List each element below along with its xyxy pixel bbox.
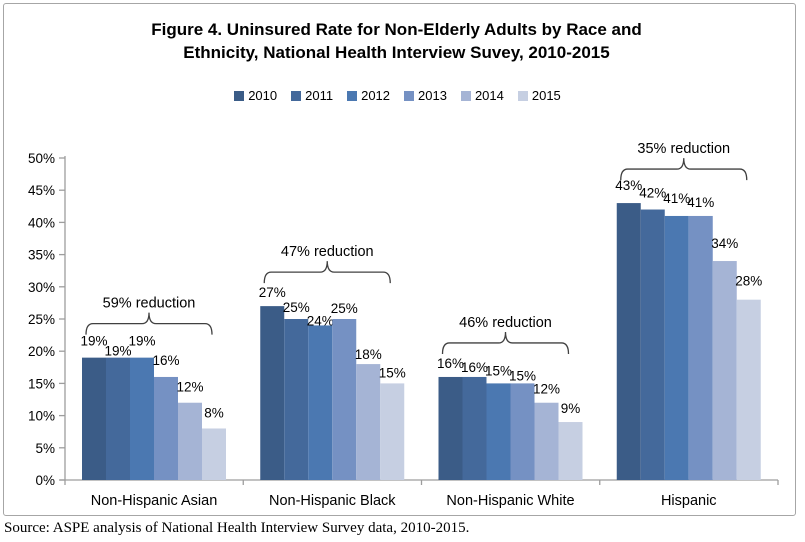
- y-tick-label-35-: 35%: [28, 248, 55, 263]
- legend-item-2011: 2011: [291, 88, 333, 103]
- legend-label-2010: 2010: [248, 88, 278, 103]
- legend-swatch-2015: [517, 90, 528, 101]
- reduction-brace-hispanic: [620, 158, 748, 181]
- y-tick-label-10-: 10%: [28, 409, 55, 424]
- bar-2015-non-hispanic-black: [380, 383, 405, 480]
- y-tick-label-25-: 25%: [28, 312, 55, 327]
- value-label-2014-non-hispanic-black: 18%: [355, 347, 382, 362]
- reduction-brace-non-hispanic-black: [263, 261, 391, 284]
- legend-item-2015: 2015: [517, 88, 561, 103]
- legend-swatch-2012: [347, 90, 358, 101]
- category-label-hispanic: Hispanic: [661, 493, 717, 509]
- bar-2010-hispanic: [616, 203, 641, 480]
- reduction-label-non-hispanic-black: 47% reduction: [281, 244, 374, 260]
- reduction-label-non-hispanic-asian: 59% reduction: [103, 296, 196, 312]
- legend-label-2012: 2012: [361, 88, 391, 103]
- category-label-non-hispanic-black: Non-Hispanic Black: [269, 493, 396, 509]
- value-label-2013-hispanic: 41%: [687, 195, 714, 210]
- legend-swatch-2010: [234, 90, 245, 101]
- reduction-brace-non-hispanic-white: [441, 331, 570, 354]
- bar-2012-hispanic: [664, 215, 689, 480]
- value-label-2014-non-hispanic-asian: 12%: [176, 380, 203, 395]
- bar-2011-non-hispanic-white: [462, 376, 487, 480]
- y-tick-label-20-: 20%: [28, 344, 55, 359]
- bar-2012-non-hispanic-white: [486, 383, 511, 480]
- value-label-2012-hispanic: 41%: [663, 191, 690, 206]
- y-tick-label-45-: 45%: [28, 183, 55, 198]
- value-label-2011-non-hispanic-white: 16%: [461, 360, 488, 375]
- chart-legend: 2010 2011 2012 2013 2014 2015: [0, 88, 795, 103]
- legend-label-2015: 2015: [531, 88, 561, 103]
- reduction-brace-non-hispanic-asian: [85, 312, 213, 335]
- reduction-label-hispanic: 35% reduction: [637, 141, 730, 157]
- y-tick-label-30-: 30%: [28, 280, 55, 295]
- value-label-2010-non-hispanic-black: 27%: [259, 285, 286, 300]
- bar-2011-hispanic: [640, 209, 665, 480]
- legend-swatch-2011: [291, 90, 302, 101]
- value-label-2014-hispanic: 34%: [711, 236, 738, 251]
- value-label-2012-non-hispanic-asian: 19%: [128, 334, 155, 349]
- reduction-label-non-hispanic-white: 46% reduction: [459, 315, 552, 331]
- legend-swatch-2014: [460, 90, 471, 101]
- y-tick-label-50-: 50%: [28, 151, 55, 166]
- bar-2013-non-hispanic-black: [332, 319, 357, 480]
- value-label-2010-hispanic: 43%: [615, 178, 642, 193]
- value-label-2015-non-hispanic-white: 9%: [561, 401, 581, 416]
- legend-swatch-2013: [404, 90, 415, 101]
- legend-item-2012: 2012: [347, 88, 390, 103]
- bar-2011-non-hispanic-asian: [106, 357, 130, 480]
- value-label-2013-non-hispanic-asian: 16%: [152, 353, 179, 368]
- value-label-2011-non-hispanic-asian: 19%: [104, 344, 131, 359]
- bar-2014-non-hispanic-black: [356, 364, 381, 480]
- chart-title-line1: Figure 4. Uninsured Rate for Non-Elderly…: [151, 20, 642, 39]
- bar-2015-non-hispanic-asian: [202, 428, 226, 480]
- value-label-2013-non-hispanic-black: 25%: [331, 301, 358, 316]
- bar-2014-hispanic: [712, 261, 737, 480]
- y-tick-label-40-: 40%: [28, 215, 55, 230]
- bar-2014-non-hispanic-white: [534, 402, 559, 480]
- bar-2010-non-hispanic-asian: [82, 357, 106, 480]
- value-label-2011-hispanic: 42%: [639, 186, 666, 201]
- value-label-2012-non-hispanic-white: 15%: [485, 363, 512, 378]
- category-label-non-hispanic-white: Non-Hispanic White: [446, 493, 574, 509]
- value-label-2010-non-hispanic-white: 16%: [437, 356, 464, 371]
- bar-2012-non-hispanic-black: [308, 325, 333, 480]
- value-label-2013-non-hispanic-white: 15%: [509, 368, 536, 383]
- legend-item-2010: 2010: [234, 88, 277, 103]
- value-label-2010-non-hispanic-asian: 19%: [80, 334, 107, 349]
- legend-label-2011: 2011: [305, 88, 334, 103]
- bar-2015-non-hispanic-white: [558, 422, 583, 480]
- y-tick-label-5-: 5%: [35, 441, 55, 456]
- value-label-2015-non-hispanic-asian: 8%: [204, 405, 224, 420]
- chart-title-line2: Ethnicity, National Health Interview Suv…: [183, 43, 610, 62]
- bar-2010-non-hispanic-black: [260, 306, 285, 480]
- bar-2013-non-hispanic-asian: [154, 376, 178, 480]
- legend-item-2013: 2013: [404, 88, 447, 103]
- category-label-non-hispanic-asian: Non-Hispanic Asian: [91, 493, 218, 509]
- legend-label-2014: 2014: [474, 88, 504, 103]
- bar-2011-non-hispanic-black: [284, 319, 309, 480]
- bar-2013-hispanic: [688, 215, 713, 480]
- value-label-2014-non-hispanic-white: 12%: [533, 382, 560, 397]
- bar-2014-non-hispanic-asian: [178, 402, 202, 480]
- value-label-2011-non-hispanic-black: 25%: [283, 300, 310, 315]
- bar-2015-hispanic: [736, 299, 761, 480]
- value-label-2015-non-hispanic-black: 15%: [379, 365, 406, 380]
- legend-item-2014: 2014: [460, 88, 504, 103]
- chart-title: Figure 4. Uninsured Rate for Non-Elderly…: [0, 18, 793, 64]
- source-note: Source: ASPE analysis of National Health…: [4, 520, 470, 536]
- y-tick-label-0-: 0%: [35, 473, 55, 488]
- bar-2012-non-hispanic-asian: [130, 357, 154, 480]
- legend-label-2013: 2013: [418, 88, 447, 103]
- value-label-2015-hispanic: 28%: [735, 274, 762, 289]
- value-label-2012-non-hispanic-black: 24%: [307, 313, 334, 328]
- y-tick-label-15-: 15%: [28, 376, 55, 391]
- bar-2013-non-hispanic-white: [510, 383, 535, 480]
- bar-2010-non-hispanic-white: [438, 376, 463, 480]
